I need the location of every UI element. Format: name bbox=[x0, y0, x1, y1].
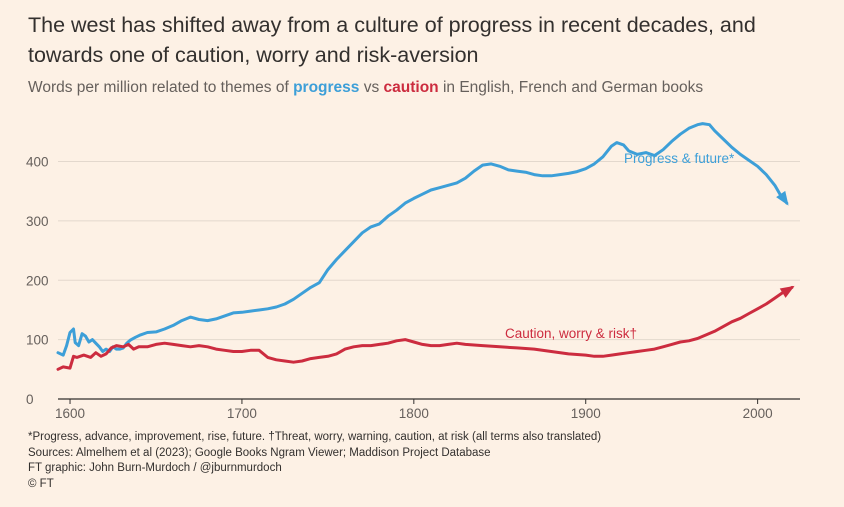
footnote-credit: FT graphic: John Burn-Murdoch / @jburnmu… bbox=[28, 462, 282, 474]
x-axis: 1600 1700 1800 1900 2000 bbox=[55, 398, 800, 421]
caution-series-label: Caution, worry & risk† bbox=[505, 326, 637, 341]
caution-line bbox=[56, 285, 794, 371]
subtitle-progress-word: progress bbox=[293, 79, 360, 96]
caution-line-arrowhead bbox=[779, 285, 795, 298]
footnote-sources: Sources: Almelhem et al (2023); Google B… bbox=[28, 446, 491, 459]
chart-title: The west has shifted away from a culture… bbox=[28, 13, 756, 67]
x-tick-label-1900: 1900 bbox=[571, 406, 601, 421]
x-tick-label-2000: 2000 bbox=[743, 406, 773, 421]
series-labels: Progress & future* Caution, worry & risk† bbox=[505, 151, 735, 341]
x-tick-label-1600: 1600 bbox=[55, 406, 85, 421]
subtitle-prefix: Words per million related to themes of bbox=[28, 79, 294, 96]
y-tick-label-300: 300 bbox=[26, 214, 49, 229]
series-lines bbox=[56, 122, 795, 371]
y-tick-label-0: 0 bbox=[26, 392, 34, 407]
y-tick-label-200: 200 bbox=[26, 273, 49, 288]
subtitle-suffix: in English, French and German books bbox=[438, 79, 704, 96]
y-axis-ticks: 0 100 200 300 400 bbox=[26, 155, 49, 407]
x-tick-label-1800: 1800 bbox=[399, 406, 429, 421]
footnotes: *Progress, advance, improvement, rise, f… bbox=[28, 430, 601, 492]
x-tick-label-1700: 1700 bbox=[227, 406, 257, 421]
subtitle-vs: vs bbox=[359, 79, 384, 96]
chart-subtitle: Words per million related to themes of p… bbox=[28, 79, 703, 97]
progress-line bbox=[56, 122, 789, 357]
subtitle-caution-word: caution bbox=[383, 79, 439, 96]
y-tick-label-100: 100 bbox=[26, 333, 49, 348]
gridlines bbox=[58, 161, 800, 341]
progress-series-label: Progress & future* bbox=[624, 151, 735, 166]
footnote-copyright: © FT bbox=[28, 477, 54, 490]
footnote-definitions: *Progress, advance, improvement, rise, f… bbox=[28, 431, 602, 443]
y-tick-label-400: 400 bbox=[26, 155, 49, 170]
progress-line-arrowhead bbox=[776, 190, 789, 206]
